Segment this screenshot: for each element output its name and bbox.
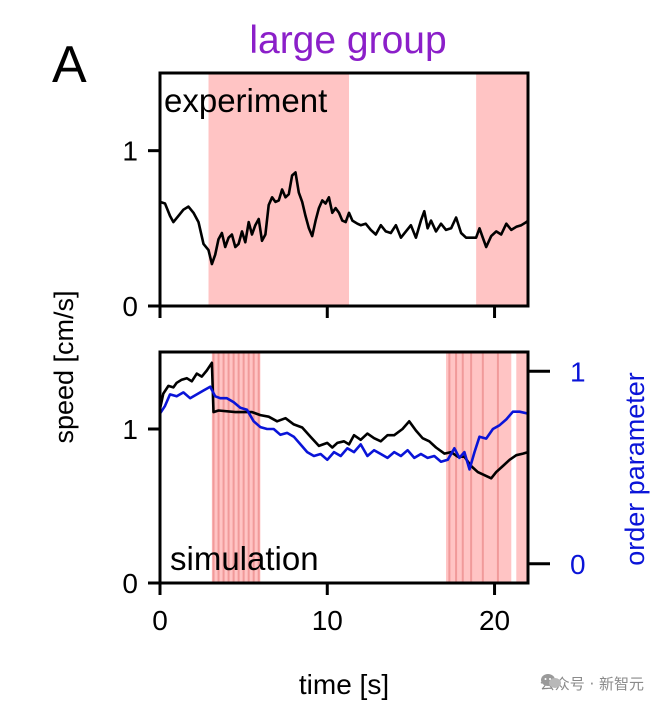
experiment-shaded-intervals	[208, 73, 528, 306]
shaded-interval	[211, 352, 261, 583]
y2-axis-label: order parameter	[620, 372, 650, 566]
watermark-text: 公众号 · 新智元	[539, 675, 644, 693]
order-parameter-line	[158, 385, 529, 471]
experiment-label: experiment	[164, 82, 327, 119]
y-tick-label: 1	[122, 414, 138, 445]
experiment-ticks: 01	[122, 136, 497, 322]
y-tick-label: 0	[122, 291, 138, 322]
chart-title: large group	[249, 19, 446, 62]
simulation-shaded-intervals	[211, 352, 528, 583]
y2-tick-label: 1	[570, 356, 586, 387]
x-axis-label: time [s]	[299, 669, 389, 700]
shaded-interval	[516, 352, 528, 583]
simulation-label: simulation	[170, 540, 319, 577]
y-tick-label: 0	[122, 568, 138, 599]
y-axis-label: speed [cm/s]	[49, 290, 79, 443]
panel-letter: A	[52, 36, 87, 94]
x-tick-label: 10	[312, 605, 343, 636]
y-tick-label: 1	[122, 136, 138, 167]
y2-tick-label: 0	[570, 549, 586, 580]
experiment-panel: 01 experiment	[122, 71, 530, 322]
watermark: 公众号 · 新智元	[540, 673, 644, 694]
simulation-axes-frame	[158, 350, 530, 585]
x-tick-label: 0	[152, 605, 168, 636]
simulation-series	[158, 361, 529, 480]
shaded-interval	[476, 73, 528, 306]
x-tick-label: 20	[479, 605, 510, 636]
shaded-interval	[208, 73, 350, 306]
experiment-series	[159, 171, 529, 266]
wechat-official-account-icon	[540, 674, 561, 688]
experiment-axes-frame	[158, 71, 530, 308]
experiment-speed-line	[159, 171, 529, 266]
